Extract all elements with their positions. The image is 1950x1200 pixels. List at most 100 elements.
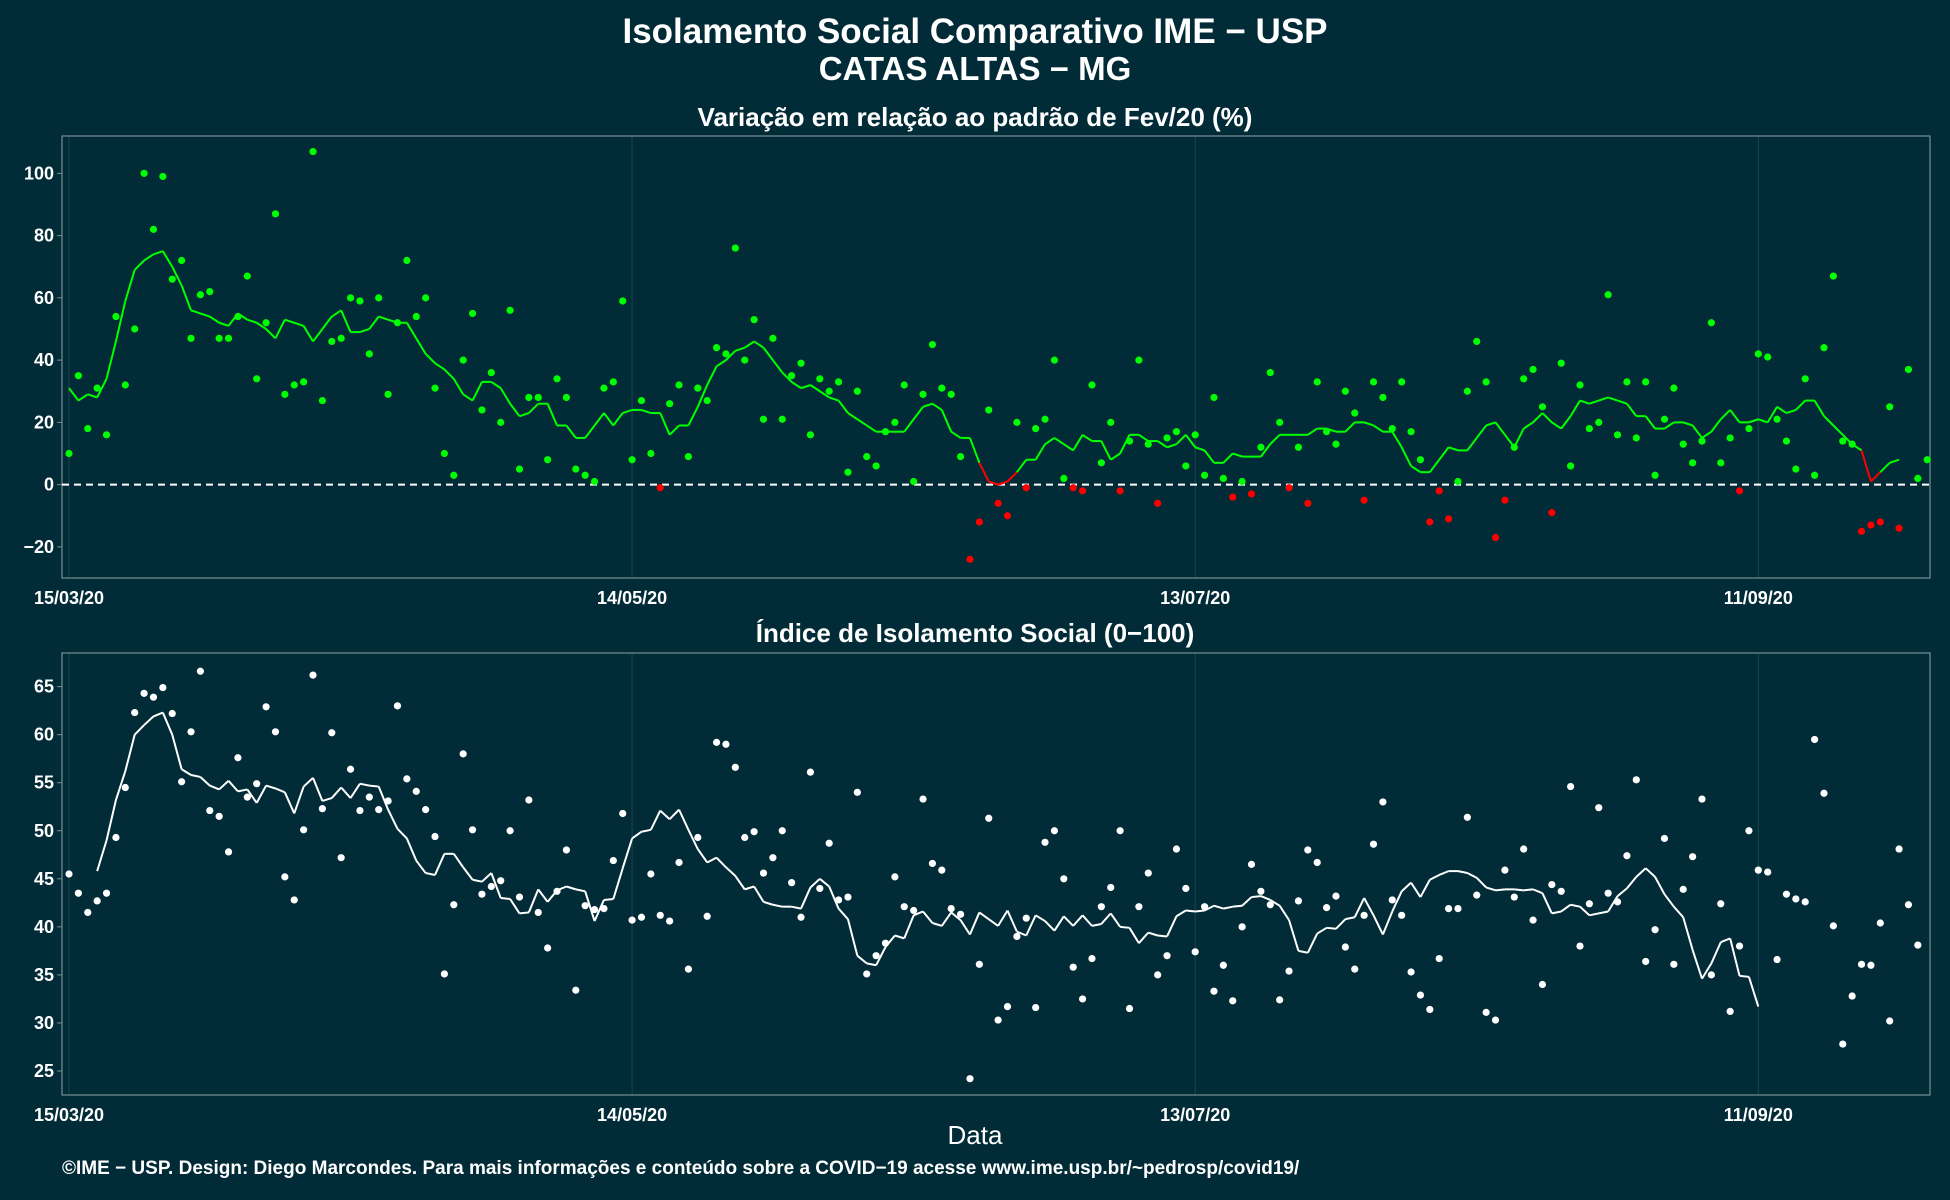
daily-point bbox=[581, 471, 589, 479]
daily-point bbox=[1623, 378, 1631, 386]
daily-point bbox=[1717, 459, 1725, 467]
moving-average-segment bbox=[1569, 400, 1581, 417]
daily-point bbox=[1857, 960, 1866, 968]
moving-average-segment bbox=[1166, 915, 1178, 937]
daily-point bbox=[318, 396, 326, 405]
daily-point bbox=[450, 901, 458, 909]
moving-average-segment bbox=[1626, 403, 1638, 417]
daily-point bbox=[1801, 898, 1809, 906]
moving-average-segment bbox=[828, 886, 840, 909]
daily-point bbox=[938, 866, 946, 874]
daily-point bbox=[1726, 1007, 1734, 1016]
moving-average-segment bbox=[1691, 424, 1703, 439]
moving-average-segment bbox=[735, 346, 746, 352]
daily-point bbox=[656, 484, 664, 492]
daily-point bbox=[1895, 524, 1903, 532]
daily-point bbox=[1726, 434, 1734, 442]
panel2-title: Índice de Isolamento Social (0−100) bbox=[755, 618, 1195, 648]
daily-point bbox=[1473, 337, 1481, 346]
moving-average-segment bbox=[1682, 916, 1694, 951]
daily-point bbox=[1444, 904, 1453, 913]
daily-point bbox=[881, 428, 890, 436]
daily-point bbox=[750, 316, 758, 324]
moving-average-segment bbox=[218, 321, 229, 327]
x-axis-label: Data bbox=[947, 1120, 1003, 1150]
y-tick-label: 60 bbox=[34, 725, 54, 745]
moving-average-segment bbox=[1363, 421, 1374, 427]
moving-average-segment bbox=[1307, 427, 1318, 436]
daily-point bbox=[337, 854, 345, 862]
moving-average-segment bbox=[472, 878, 483, 883]
moving-average-segment bbox=[105, 341, 117, 380]
moving-average-segment bbox=[959, 919, 971, 936]
daily-point bbox=[1022, 484, 1030, 492]
daily-point bbox=[985, 814, 993, 822]
daily-point bbox=[1782, 437, 1791, 445]
daily-point bbox=[1398, 911, 1406, 919]
moving-average-segment bbox=[649, 810, 662, 831]
moving-average-segment bbox=[265, 328, 277, 340]
daily-point bbox=[694, 833, 702, 842]
daily-point bbox=[1914, 474, 1922, 482]
daily-point bbox=[956, 910, 965, 918]
moving-average-segment bbox=[725, 350, 737, 361]
daily-point bbox=[1191, 431, 1199, 439]
moving-average-segment bbox=[1100, 440, 1112, 461]
moving-average-segment bbox=[1251, 895, 1261, 899]
moving-average-segment bbox=[1044, 437, 1055, 445]
moving-average-segment bbox=[1016, 459, 1028, 473]
daily-point bbox=[581, 902, 589, 910]
daily-point bbox=[1876, 919, 1884, 927]
moving-average-segment bbox=[641, 828, 652, 833]
moving-average-segment bbox=[988, 480, 999, 486]
daily-point bbox=[1247, 490, 1256, 498]
moving-average-segment bbox=[969, 912, 981, 935]
daily-point bbox=[1632, 776, 1640, 784]
daily-point bbox=[262, 319, 270, 327]
daily-point bbox=[1689, 853, 1697, 861]
moving-average-segment bbox=[246, 788, 258, 804]
moving-average-segment bbox=[819, 390, 830, 399]
daily-point bbox=[544, 944, 552, 952]
daily-point bbox=[1229, 997, 1237, 1005]
daily-point bbox=[384, 797, 392, 805]
daily-point bbox=[1182, 462, 1190, 470]
moving-average-segment bbox=[1298, 949, 1309, 954]
daily-point bbox=[544, 456, 552, 464]
moving-average-segment bbox=[519, 412, 530, 418]
daily-point bbox=[1322, 428, 1331, 436]
daily-point bbox=[93, 384, 101, 392]
daily-point bbox=[666, 917, 674, 925]
moving-average-segment bbox=[200, 312, 211, 318]
moving-average-segment bbox=[1551, 910, 1562, 915]
daily-point bbox=[1595, 804, 1603, 812]
daily-point bbox=[234, 312, 242, 321]
moving-average-segment bbox=[1120, 925, 1130, 929]
daily-point bbox=[1398, 378, 1406, 386]
daily-point bbox=[384, 390, 392, 398]
daily-point bbox=[1407, 968, 1415, 976]
daily-point bbox=[1041, 838, 1049, 846]
y-tick-label: 0 bbox=[44, 475, 54, 495]
moving-average-segment bbox=[1551, 421, 1562, 430]
main-title: Isolamento Social Comparativo IME − USP bbox=[622, 12, 1328, 51]
daily-point bbox=[609, 378, 617, 386]
daily-point bbox=[985, 406, 993, 414]
moving-average-segment bbox=[247, 318, 258, 324]
moving-average-segment bbox=[744, 885, 755, 891]
moving-average-segment bbox=[209, 784, 220, 791]
moving-average-segment bbox=[1466, 872, 1478, 879]
daily-point bbox=[1754, 866, 1762, 874]
moving-average-segment bbox=[1494, 421, 1506, 436]
moving-average-segment bbox=[1438, 446, 1450, 461]
daily-point bbox=[1266, 901, 1274, 909]
moving-average-segment bbox=[847, 412, 858, 421]
moving-average-segment bbox=[1476, 877, 1487, 889]
daily-point bbox=[1135, 356, 1143, 364]
moving-average-segment bbox=[293, 321, 304, 327]
moving-average-segment bbox=[1232, 904, 1243, 908]
daily-point bbox=[553, 887, 561, 895]
daily-point bbox=[712, 344, 721, 352]
moving-average-segment bbox=[1710, 941, 1722, 964]
daily-point bbox=[534, 393, 542, 402]
